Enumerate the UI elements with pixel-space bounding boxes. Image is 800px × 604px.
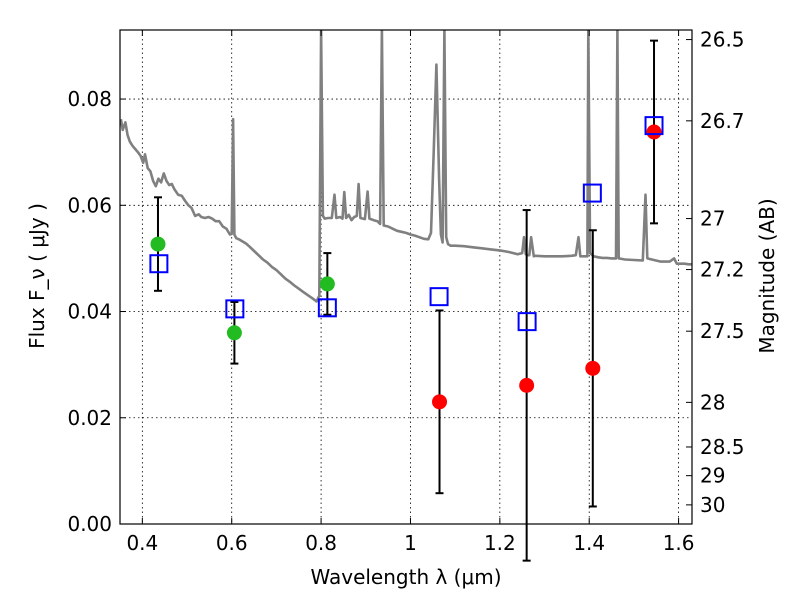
model-photometry-square: [582, 183, 602, 203]
x-tick-label: 1.2: [484, 531, 516, 555]
plot-frame: [119, 29, 693, 525]
right-tick-label: 26.5: [700, 28, 745, 52]
model-spectrum-line: [120, 30, 692, 303]
right-tick-label: 28.5: [700, 435, 745, 459]
x-tick-label: 0.4: [126, 531, 158, 555]
y-tick-label: 0.06: [67, 193, 112, 217]
x-axis-label: Wavelength λ (μm): [310, 565, 501, 589]
data-point: [432, 394, 448, 410]
model-photometry-square: [644, 116, 664, 136]
data-point: [585, 360, 601, 376]
right-tick-label: 29: [700, 464, 725, 488]
right-tick-label: 30: [700, 493, 725, 517]
x-tick-label: 0.6: [216, 531, 248, 555]
data-point: [519, 377, 535, 393]
right-tick-label: 26.7: [700, 109, 745, 133]
x-tick-label: 0.8: [305, 531, 337, 555]
right-axis-label: Magnitude (AB): [755, 198, 779, 353]
model-photometry-square: [317, 298, 337, 318]
x-tick-label: 1.4: [573, 531, 605, 555]
model-photometry-square: [429, 287, 449, 307]
data-point: [226, 325, 242, 341]
x-tick-label: 1.6: [663, 531, 695, 555]
model-photometry-square: [149, 254, 169, 274]
data-point: [319, 276, 335, 292]
grid: [120, 30, 692, 525]
right-tick-label: 27: [700, 207, 725, 231]
model-photometry-square: [225, 299, 245, 319]
x-tick-label: 1: [404, 531, 417, 555]
y-axis-label: Flux F_ν ( μJy ): [25, 203, 49, 349]
y-tick-label: 0.08: [67, 87, 112, 111]
plot-markers: [149, 39, 664, 562]
data-point: [150, 236, 166, 252]
right-tick-label: 27.2: [700, 258, 745, 282]
model-photometry-square: [517, 312, 537, 332]
data-point: [646, 124, 662, 140]
right-tick-label: 27.5: [700, 319, 745, 343]
y-tick-label: 0.04: [67, 300, 112, 324]
plot-data: [120, 30, 692, 303]
y-tick-label: 0.02: [67, 406, 112, 430]
axis-ticks: 0.4 0.6 0.8 1 1.2 1.4 1.6 0.00 0.02 0.04 0.06 0.08 2…: [67, 28, 744, 555]
y-tick-label: 0.00: [67, 512, 112, 536]
right-tick-label: 28: [700, 390, 725, 414]
